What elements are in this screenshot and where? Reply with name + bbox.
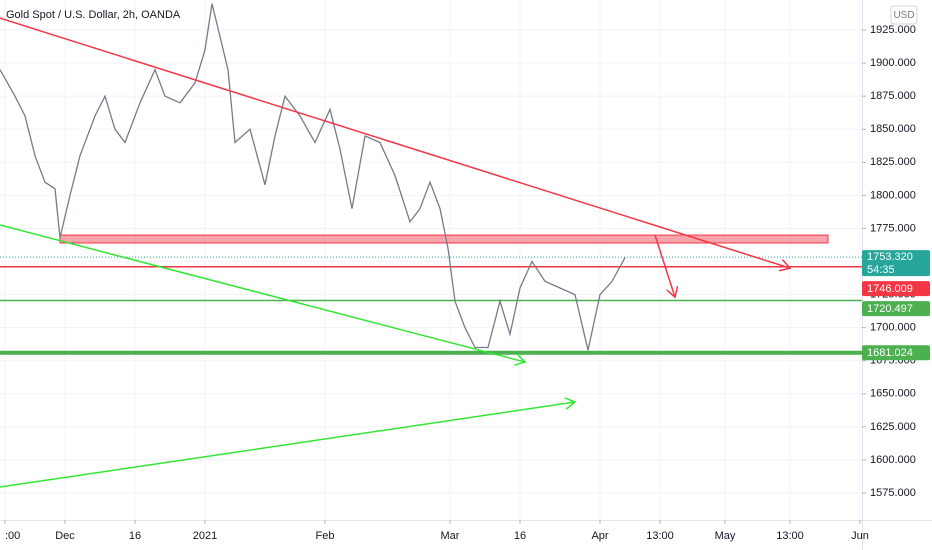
axes: 1575.0001600.0001625.0001650.0001675.000… xyxy=(4,24,930,542)
last-price-box xyxy=(862,250,930,277)
y-tick-label: 1850.000 xyxy=(870,123,916,135)
x-tick-label: 16 xyxy=(129,530,141,542)
level-price-label: 1746.009 xyxy=(867,283,913,295)
x-tick-label: 2021 xyxy=(193,530,217,542)
x-tick-label: May xyxy=(715,530,736,542)
price-line xyxy=(0,3,626,351)
x-tick-label: Mar xyxy=(441,530,460,542)
currency-button[interactable] xyxy=(890,5,918,25)
y-tick-label: 1775.000 xyxy=(870,222,916,234)
level-price-box xyxy=(862,281,930,297)
y-tick-label: 1625.000 xyxy=(870,421,916,433)
x-tick-label: :00 xyxy=(5,530,20,542)
level-price-label: 1681.024 xyxy=(867,347,913,359)
level-price-box xyxy=(862,301,930,317)
resistance-zone xyxy=(59,234,829,244)
countdown-label: 54:35 xyxy=(867,264,895,276)
trendline xyxy=(0,224,525,362)
currency-label: USD xyxy=(893,10,914,21)
x-tick-label: Jun xyxy=(851,530,869,542)
x-tick-label: Apr xyxy=(591,530,608,542)
level-price-box xyxy=(862,345,930,361)
level-price-label: 1720.497 xyxy=(867,303,913,315)
y-tick-label: 1875.000 xyxy=(870,90,916,102)
x-tick-label: Feb xyxy=(316,530,335,542)
x-tick-label: 13:00 xyxy=(776,530,804,542)
y-tick-label: 1700.000 xyxy=(870,322,916,334)
x-tick-label: 13:00 xyxy=(646,530,674,542)
trendline xyxy=(0,17,790,268)
y-tick-label: 1575.000 xyxy=(870,487,916,499)
trendline xyxy=(654,234,675,297)
y-tick-label: 1650.000 xyxy=(870,388,916,400)
y-tick-label: 1925.000 xyxy=(870,24,916,36)
y-tick-label: 1800.000 xyxy=(870,189,916,201)
trendline xyxy=(0,402,575,488)
y-tick-label: 1825.000 xyxy=(870,156,916,168)
last-price-label: 1753.320 xyxy=(867,251,913,263)
x-tick-label: Dec xyxy=(55,530,75,542)
plot-area xyxy=(0,3,862,488)
chart-title: Gold Spot / U.S. Dollar, 2h, OANDA xyxy=(6,9,181,21)
y-tick-label: 1600.000 xyxy=(870,454,916,466)
x-tick-label: 16 xyxy=(514,530,526,542)
y-tick-label: 1900.000 xyxy=(870,57,916,69)
